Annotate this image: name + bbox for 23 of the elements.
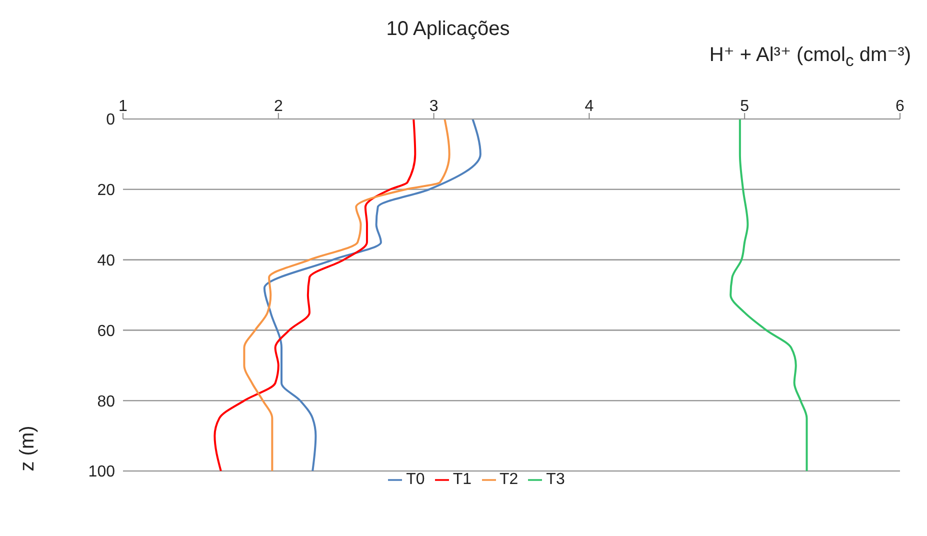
y-tick-label: 0: [106, 112, 116, 129]
legend-label: T1: [452, 471, 472, 488]
chart-title: 10 Aplicações: [385, 18, 511, 41]
legend-label: T2: [500, 471, 518, 488]
y-tick-label: 20: [97, 182, 116, 200]
y-tick-label: 60: [97, 322, 116, 340]
x-tick-label: 2: [274, 98, 283, 115]
line-series: [730, 119, 808, 471]
line-series: [214, 119, 416, 471]
x-tick-label: 4: [584, 98, 594, 115]
line-series: [243, 119, 450, 471]
y-tick-label: 40: [97, 252, 116, 270]
x-tick-label: 5: [740, 98, 750, 115]
line-series: [263, 119, 482, 471]
legend-label: T3: [546, 471, 565, 488]
y-tick-label: 100: [88, 464, 116, 481]
x-axis-title: H⁺ + Al³⁺ (cmol$_{c}$ dm⁻³): [709, 43, 911, 71]
y-tick-label: 80: [97, 393, 116, 410]
x-tick-label: 3: [429, 98, 438, 115]
legend-label: T0: [406, 471, 425, 488]
x-tick-label: 6: [896, 98, 905, 115]
x-tick-label: 1: [118, 98, 128, 115]
y-axis-title: z (m): [16, 425, 40, 471]
